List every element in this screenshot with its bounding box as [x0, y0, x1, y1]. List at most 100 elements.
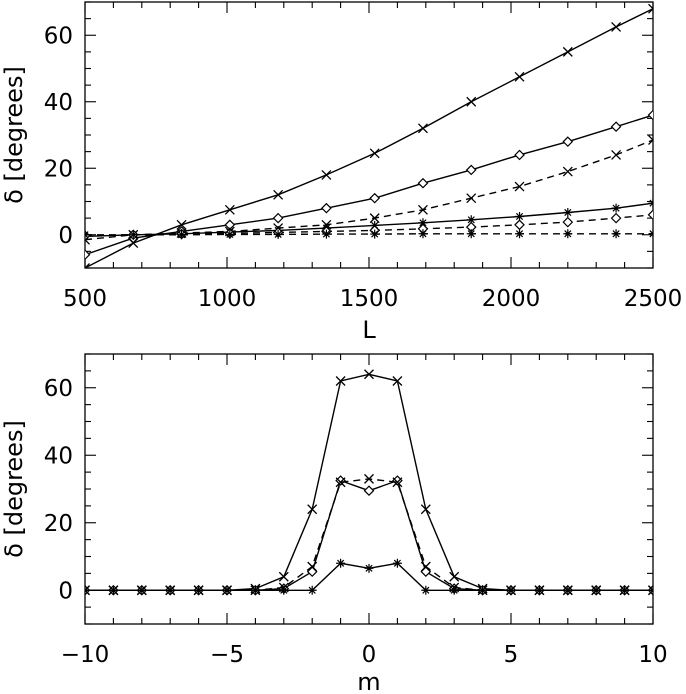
series-4-point: [563, 207, 573, 217]
series-1-point: [335, 376, 346, 386]
series-3-point: [307, 561, 318, 572]
series-3-point: [364, 473, 374, 484]
series-1-point: [364, 369, 374, 380]
series-2-point: [647, 109, 653, 121]
series-1-point: [418, 123, 428, 134]
series-1-point: [514, 71, 525, 82]
series-6-point: [515, 229, 525, 239]
series-3-point: [418, 204, 428, 215]
series-2-point: [335, 475, 346, 486]
y-tick-label: 0: [58, 223, 73, 249]
series-4-point: [534, 585, 544, 595]
series-1-point: [611, 21, 622, 32]
series-4-point: [279, 585, 289, 595]
chart-bottom: −10 −5 0 5 10 0 20 40 60 m δ [degrees]: [0, 353, 668, 694]
series-2-point: [369, 192, 381, 204]
series-6-point: [418, 229, 428, 239]
series-1-point: [420, 504, 431, 515]
series-6-point: [273, 229, 283, 239]
x-tick-label: 2000: [482, 286, 541, 312]
plot-frame: [84, 1, 654, 269]
series-4-point: [648, 198, 653, 208]
series-4-point: [506, 585, 516, 595]
series-5-point: [610, 212, 622, 224]
series-4-point: [478, 585, 488, 595]
y-tick-label: 60: [44, 376, 73, 402]
series-2-point: [272, 212, 284, 224]
series-6-point: [225, 229, 235, 239]
y-tick-label: 40: [44, 90, 73, 116]
series-6-point: [563, 229, 573, 239]
series-4-point: [515, 211, 525, 221]
x-tick-label: 500: [63, 286, 107, 312]
series-4-point: [222, 585, 232, 595]
x-axis-label: L: [362, 316, 376, 344]
series-5-point: [514, 219, 525, 231]
series-4-point: [449, 585, 459, 595]
x-tick-label: 5: [504, 642, 519, 668]
series-6-point: [321, 229, 331, 239]
x-tick-label: 0: [362, 642, 377, 668]
series-3-point: [369, 213, 380, 224]
series-1-point: [449, 571, 460, 582]
series-6-point: [85, 230, 90, 240]
series-3-point: [611, 149, 622, 160]
series-3-point: [648, 135, 653, 145]
x-tick-label: −5: [210, 642, 244, 668]
series-6-point: [177, 230, 187, 240]
y-tick-label: 40: [44, 443, 73, 469]
series-2-point: [85, 249, 91, 261]
series-4-point: [250, 585, 260, 595]
series-3-point: [562, 166, 573, 177]
x-axis-label: m: [357, 668, 380, 694]
series-1-point: [176, 219, 187, 230]
series-2-point: [321, 202, 332, 214]
series-2-point: [610, 121, 622, 133]
series-2-point: [392, 475, 403, 486]
series-4-point: [392, 558, 402, 568]
series-4-point: [364, 563, 374, 573]
series-2-point: [514, 149, 525, 161]
series-2-point: [363, 485, 375, 497]
series-1-point: [562, 46, 573, 57]
y-tick-label: 20: [44, 511, 73, 537]
y-tick-label: 60: [44, 23, 73, 49]
x-tick-label: 10: [638, 642, 667, 668]
series-4-point: [307, 585, 317, 595]
series-1-point: [224, 204, 235, 215]
chart-top: 500 1000 1500 2000 2500 0 20 40 60 Lδ [degrees]: [0, 1, 682, 344]
series-3-point: [514, 181, 525, 192]
x-tick-label: 1500: [340, 286, 399, 312]
x-tick-label: −10: [61, 642, 110, 668]
series-4-point: [194, 585, 204, 595]
series-2-point: [465, 164, 477, 176]
series-4-point: [563, 585, 573, 595]
y-tick-label: 0: [58, 578, 73, 604]
series-1-point: [321, 169, 332, 180]
series-4-point: [611, 203, 621, 213]
x-tick-label: 1000: [198, 286, 257, 312]
y-axis-label: δ [degrees]: [0, 66, 28, 204]
series-2-point: [417, 177, 429, 189]
series-4-point: [418, 218, 428, 228]
series-4-point: [620, 585, 630, 595]
series-3-point: [466, 193, 477, 204]
series-6-point: [370, 229, 380, 239]
series-4-point: [108, 585, 118, 595]
series-4-point: [421, 585, 431, 595]
y-tick-label: 20: [44, 156, 73, 182]
series-5-point: [647, 209, 653, 221]
series-3-point: [335, 477, 346, 488]
series-1-point: [466, 96, 477, 107]
series-6-point: [128, 230, 138, 240]
series-line-2: [85, 479, 653, 591]
y-axis-label: δ [degrees]: [0, 420, 28, 558]
series-line-1: [85, 373, 653, 591]
series-4-point: [648, 585, 653, 595]
series-4-point: [137, 585, 147, 595]
series-1-point: [392, 376, 403, 386]
series-1-point: [278, 571, 289, 582]
series-6-point: [611, 229, 621, 239]
series-3-point: [392, 477, 403, 488]
